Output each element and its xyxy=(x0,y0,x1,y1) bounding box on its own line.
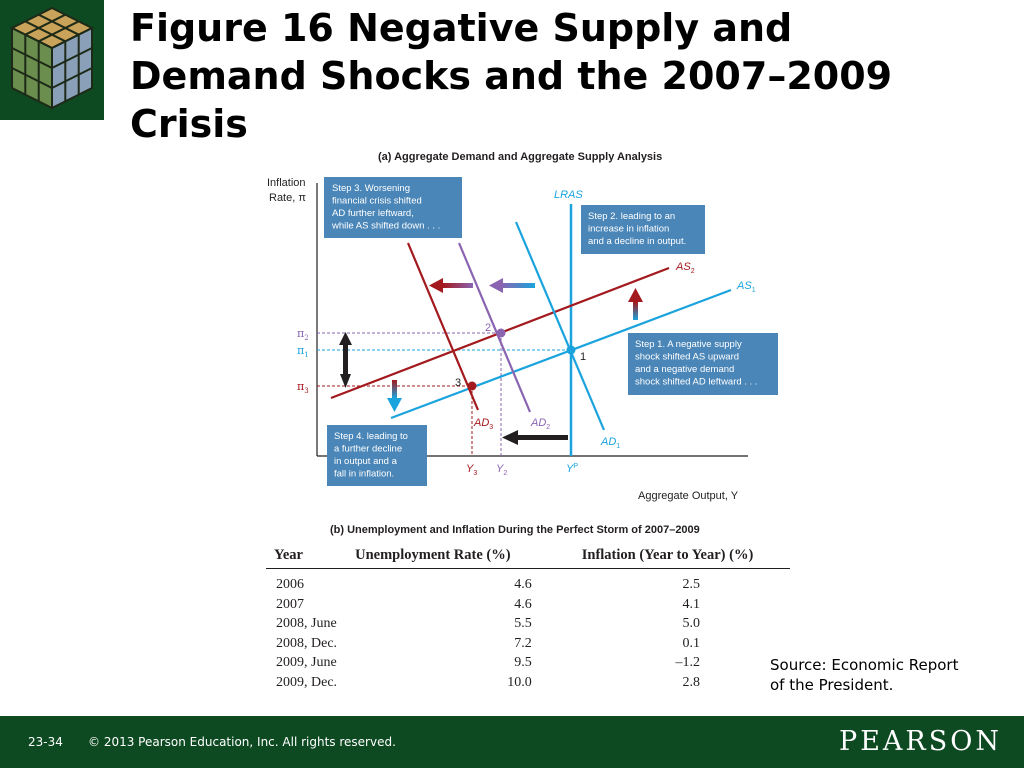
svg-text:and a negative demand: and a negative demand xyxy=(635,364,734,375)
ad-shift-arrow-mid xyxy=(489,278,535,293)
svg-text:Step 2. leading to an: Step 2. leading to an xyxy=(588,211,675,222)
unemployment-inflation-table: Year Unemployment Rate (%) Inflation (Ye… xyxy=(266,545,790,693)
equilibrium-point-1 xyxy=(566,345,576,355)
cell-unemployment: 9.5 xyxy=(514,655,532,671)
copyright-notice: © 2013 Pearson Education, Inc. All right… xyxy=(88,735,396,749)
ad3-label: AD3 xyxy=(473,417,493,431)
callout-step-3: Step 3. Worsening financial crisis shift… xyxy=(324,177,462,238)
cell-year: 2009, Dec. xyxy=(276,674,338,690)
callout-step-2: Step 2. leading to an increase in inflat… xyxy=(581,205,705,254)
inflation-double-arrow xyxy=(339,332,352,388)
as-up-arrow xyxy=(628,288,643,320)
table-row: 2009, Dec. 10.0 2.8 xyxy=(266,673,790,693)
lras-label: LRAS xyxy=(554,189,583,201)
table-row: 2007 4.6 4.1 xyxy=(266,595,790,615)
source-note-line-1: Source: Economic Report xyxy=(770,656,959,674)
ad-shift-arrow-upper xyxy=(429,278,473,293)
y3-tick-label: Y3 xyxy=(466,463,477,477)
table-header-row: Year Unemployment Rate (%) Inflation (Ye… xyxy=(266,545,790,569)
table-row: 2009, June 9.5 –1.2 xyxy=(266,653,790,673)
pi1-tick-label: π1 xyxy=(297,344,309,359)
cell-inflation: 0.1 xyxy=(682,635,701,651)
cell-inflation: 4.1 xyxy=(682,596,701,612)
svg-text:in output and a: in output and a xyxy=(334,456,398,467)
cell-unemployment: 7.2 xyxy=(514,635,532,651)
diagram-title: (a) Aggregate Demand and Aggregate Suppl… xyxy=(378,151,662,163)
point-1-label: 1 xyxy=(580,351,586,363)
cell-inflation: 2.8 xyxy=(682,674,701,690)
equilibrium-point-3 xyxy=(467,381,477,391)
svg-text:financial crisis shifted: financial crisis shifted xyxy=(332,196,422,207)
pi3-tick-label: π3 xyxy=(297,380,309,395)
cell-year: 2008, June xyxy=(276,616,337,632)
pi2-tick-label: π2 xyxy=(297,327,309,342)
cell-inflation: 5.0 xyxy=(682,616,701,632)
point-3-label: 3 xyxy=(455,377,461,389)
cell-year: 2008, Dec. xyxy=(276,635,338,651)
ad1-label: AD1 xyxy=(600,436,620,450)
x-axis-label: Aggregate Output, Y xyxy=(638,490,739,502)
svg-text:Step 3. Worsening: Step 3. Worsening xyxy=(332,183,410,194)
equilibrium-point-2 xyxy=(496,328,506,338)
svg-text:shock shifted AS upward: shock shifted AS upward xyxy=(635,352,739,363)
as1-curve xyxy=(390,288,732,420)
ad1-curve xyxy=(514,221,606,431)
cell-unemployment: 4.6 xyxy=(514,577,532,592)
cell-unemployment: 10.0 xyxy=(507,674,532,690)
slide-title-line-1: Figure 16 Negative Supply and xyxy=(130,6,793,50)
cell-unemployment: 5.5 xyxy=(514,616,532,632)
point-2-label: 2 xyxy=(485,322,491,334)
slide-title: Figure 16 Negative Supply and Demand Sho… xyxy=(130,4,1010,148)
page-number: 23-34 xyxy=(28,735,63,749)
y-axis-label-line-1: Inflation xyxy=(267,177,306,189)
footer-bar: 23-34 © 2013 Pearson Education, Inc. All… xyxy=(0,716,1024,768)
ad3-curve xyxy=(406,242,480,411)
rubiks-cube-logo xyxy=(0,0,104,120)
svg-text:shock shifted AD leftward . .: shock shifted AD leftward . . . xyxy=(635,377,758,388)
slide-title-line-3: Crisis xyxy=(130,102,248,146)
yp-tick-label: YP xyxy=(566,463,578,475)
y2-tick-label: Y2 xyxy=(496,463,507,477)
ad2-curve xyxy=(457,242,532,413)
header-inflation: Inflation (Year to Year) (%) xyxy=(581,545,790,569)
slide-title-line-2: Demand Shocks and the 2007–2009 xyxy=(130,54,893,98)
source-note: Source: Economic Report of the President… xyxy=(770,655,1010,695)
y-axis-label-line-2: Rate, π xyxy=(269,192,306,204)
header-year: Year xyxy=(266,545,356,569)
svg-text:fall in inflation.: fall in inflation. xyxy=(334,469,394,480)
as1-label: AS1 xyxy=(736,280,756,294)
cell-inflation: 2.5 xyxy=(682,577,701,592)
source-note-line-2: of the President. xyxy=(770,676,894,694)
svg-text:while AS shifted down . . .: while AS shifted down . . . xyxy=(331,221,440,232)
as-down-arrow xyxy=(387,380,402,412)
callout-step-1: Step 1. A negative supply shock shifted … xyxy=(628,333,778,395)
ad2-label: AD2 xyxy=(530,417,550,431)
cell-year: 2009, June xyxy=(276,655,337,671)
as2-label: AS2 xyxy=(675,261,695,275)
table-row: 2006 4.6 2.5 xyxy=(266,569,790,595)
cell-unemployment: 4.6 xyxy=(514,596,532,612)
cell-year: 2007 xyxy=(276,596,304,612)
table-title: (b) Unemployment and Inflation During th… xyxy=(330,524,700,536)
callout-step-4: Step 4. leading to a further decline in … xyxy=(327,425,427,486)
svg-text:increase in inflation: increase in inflation xyxy=(588,224,669,235)
svg-text:a further decline: a further decline xyxy=(334,444,402,455)
svg-text:AD further leftward,: AD further leftward, xyxy=(332,208,414,219)
ad-shift-arrow-lower xyxy=(502,430,568,445)
header-unemployment: Unemployment Rate (%) xyxy=(355,545,582,569)
cell-year: 2006 xyxy=(276,577,304,592)
svg-text:Step 4. leading to: Step 4. leading to xyxy=(334,431,408,442)
table-row: 2008, June 5.5 5.0 xyxy=(266,614,790,634)
cell-inflation: –1.2 xyxy=(675,655,701,671)
pearson-logo: PEARSON xyxy=(839,726,1002,757)
svg-text:Step 1. A negative supply: Step 1. A negative supply xyxy=(635,339,742,350)
table-row: 2008, Dec. 7.2 0.1 xyxy=(266,634,790,654)
svg-text:and a decline in output.: and a decline in output. xyxy=(588,236,686,247)
